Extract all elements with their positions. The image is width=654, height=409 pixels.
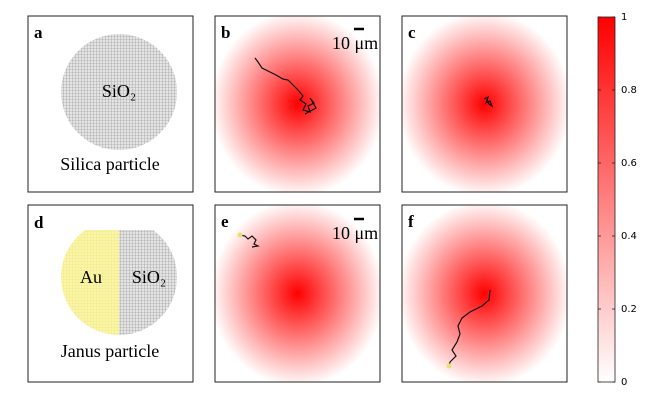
tick-label: 0.8 [621,85,637,96]
colorbar-scale [597,16,616,383]
panel-frame [401,15,568,193]
panel-label: b [221,23,230,42]
silica-half [119,230,177,335]
panel-b: b 10 μm [214,15,381,193]
field [215,16,380,192]
particle [237,232,243,238]
material-label: SiO₂ [132,267,166,287]
caption: Silica particle [60,154,159,174]
silica-sphere [61,34,177,150]
panel-d: d Au SiO₂ Janus particle [27,204,194,383]
caption: Janus particle [61,341,159,361]
panel-f: f [401,204,568,383]
panel-label: e [221,212,229,231]
gold-half [61,230,119,335]
material-label: SiO₂ [102,81,136,101]
trajectory [448,289,491,367]
tick-label: 0 [621,377,627,388]
panel-frame [214,15,381,193]
panel-e: e 10 μm [214,204,381,383]
tick-label: 1 [621,12,627,23]
trajectory [239,234,260,248]
panel-label: c [408,23,416,42]
trajectory [483,95,494,108]
tick-label: 0.6 [621,158,637,169]
panel-c: c [401,15,568,193]
scale-label: 10 μm [332,33,378,53]
scale-label: 10 μm [332,223,378,243]
particle [446,363,452,369]
trajectory [254,57,317,115]
field [402,205,567,382]
panel-frame [27,204,194,383]
field [215,205,380,382]
panel-frame [214,204,381,383]
colorbar: 0 0.2 0.4 0.6 0.8 1 [597,12,637,388]
panel-label: f [408,212,414,231]
tick-label: 0.2 [621,304,637,315]
material-label: Au [80,267,102,287]
panel-label: a [34,23,43,42]
field [402,16,567,192]
panel-label: d [34,213,44,232]
panel-a: a SiO₂ Silica particle [27,15,194,193]
tick-label: 0.4 [621,231,637,242]
panel-frame [401,204,568,383]
panel-frame [27,15,194,193]
